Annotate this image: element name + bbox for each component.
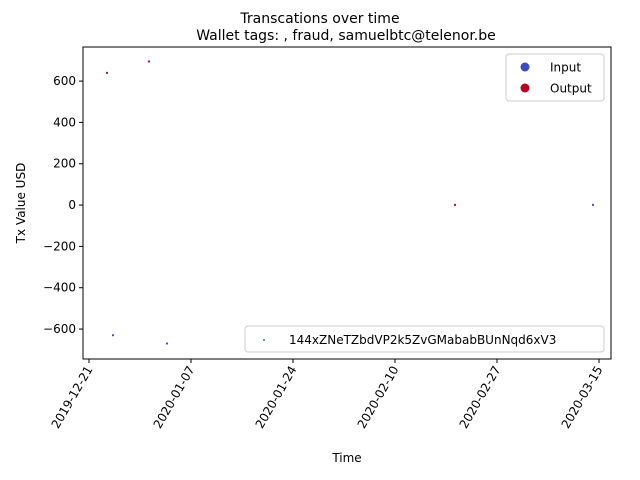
x-tick-label: 2020-01-24 [253, 364, 300, 431]
data-point-output [105, 71, 109, 74]
legend-frame [244, 325, 605, 353]
y-axis: −600 −400 −200 0 200 400 600 [43, 74, 83, 336]
x-tick-label: 2020-03-15 [559, 364, 606, 431]
data-points [105, 60, 595, 345]
legend-marker-output [520, 83, 530, 93]
legend-series-type: Input Output [505, 53, 605, 102]
plot-frame [82, 46, 612, 360]
data-point-input [591, 203, 595, 206]
data-point-input [165, 342, 169, 345]
y-tick-label: 400 [53, 115, 76, 129]
legend-wallet-address: 144xZNeTZbdVP2k5ZvGMababBUnNqd6xV3 [244, 325, 605, 353]
y-tick-label: 600 [53, 74, 76, 88]
legend-marker-input [520, 62, 530, 72]
y-tick-label: −400 [43, 281, 76, 295]
y-tick-label: −200 [43, 239, 76, 253]
x-tick-label: 2020-02-10 [355, 364, 402, 431]
legend-marker-address [263, 339, 265, 341]
data-point-output [147, 60, 151, 63]
x-axis-label: Time [331, 451, 361, 465]
legend-label-output: Output [550, 82, 592, 96]
chart-title: Wallet tags: , fraud, samuelbtc@telenor.… [196, 28, 496, 44]
data-point-input [111, 334, 115, 337]
y-tick-label: −600 [43, 322, 76, 336]
x-tick-label: 2019-12-21 [49, 364, 96, 431]
y-tick-label: 200 [53, 157, 76, 171]
y-axis-label: Tx Value USD [14, 163, 28, 245]
legend-label-address: 144xZNeTZbdVP2k5ZvGMababBUnNqd6xV3 [289, 333, 556, 347]
legend-frame [505, 53, 605, 102]
legend-label-input: Input [550, 61, 581, 75]
data-point-output [453, 203, 457, 206]
x-tick-label: 2020-02-27 [457, 364, 504, 431]
y-tick-label: 0 [68, 198, 76, 212]
figure-suptitle: Transcations over time [239, 11, 399, 27]
x-tick-label: 2020-01-07 [151, 364, 198, 431]
x-axis: 2019-12-21 2020-01-07 2020-01-24 2020-02-10… [49, 359, 606, 431]
